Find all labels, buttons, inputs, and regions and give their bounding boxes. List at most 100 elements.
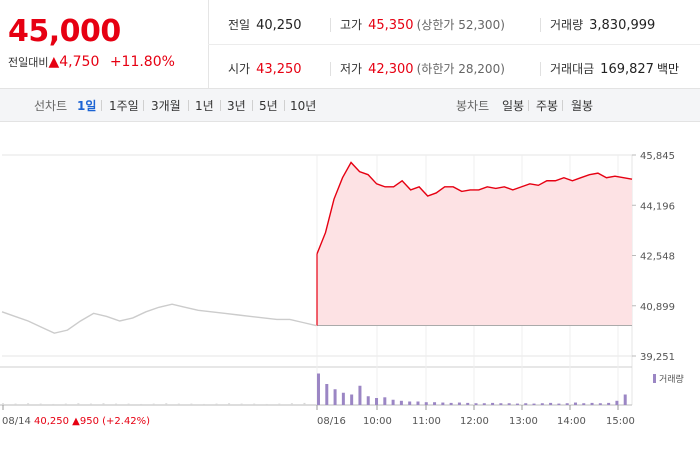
change-label: 전일대비 [8,56,49,69]
candle-daily[interactable]: 일봉 [502,99,525,113]
divider [540,18,541,32]
period-1d[interactable]: 1일 [77,99,97,113]
stat-unit: 백만 [656,62,680,76]
change-row: 전일대비▲4,750 +11.80% [8,54,175,70]
divider [188,100,189,111]
stat-value: 3,830,999 [589,18,656,33]
volume-bar [491,402,495,405]
stat-low: 저가 42,300 (하한가 28,200) [340,60,505,77]
upper-limit: (상한가 52,300) [416,18,505,32]
volume-bar [507,403,511,405]
stat-value: 45,350 [368,18,414,33]
volume-bar [89,403,92,405]
volume-bar [152,403,155,405]
divider [284,100,285,111]
volume-bar [127,403,130,405]
price-chart: 45,845 44,196 42,548 40,899 39,251 거래량 08/14… [0,151,684,427]
divider [330,62,331,76]
prev-day-info: 40,250 ▲950 (+2.42%) [34,416,150,427]
current-price: 45,000 [8,14,121,49]
volume-bar [102,403,105,405]
volume-bar [366,396,370,405]
volume-bar [515,403,519,405]
volume-bar [317,373,320,405]
y-axis-labels: 45,845 44,196 42,548 40,899 39,251 [632,151,675,363]
volume-bar [115,403,118,405]
price-summary: 45,000 전일대비▲4,750 +11.80% [0,0,209,88]
volume-bar [140,403,143,405]
divider [220,100,221,111]
up-arrow-icon: ▲ [48,54,60,70]
x-tick-label: 08/16 [317,416,346,427]
stat-label: 전일 [228,18,251,32]
stat-trade-amount: 거래대금 169,827 백만 [550,60,679,77]
divider [562,100,563,111]
today-area-fill [317,162,632,326]
volume-bar [290,403,293,405]
x-axis-labels: 08/14 08/16 10:00 11:00 12:00 13:00 14:00 15:00… [2,405,635,427]
volume-bar [240,403,243,405]
period-10y[interactable]: 10년 [290,99,317,113]
volume-legend-swatch [653,374,656,383]
volume-bar [14,403,17,405]
volume-bar [615,400,619,405]
x-tick-label: 15:00 [606,416,635,427]
volume-bar [341,392,345,405]
volume-bar [278,403,281,405]
y-tick-label: 45,845 [640,151,675,162]
today-price-line [316,161,633,255]
x-tick-label: 12:00 [460,416,489,427]
stat-label: 거래대금 [550,62,595,76]
prev-day-line [1,303,317,334]
volume-bar [350,394,354,405]
header-divider [208,44,700,45]
volume-bar [449,402,453,405]
x-tick-label: 14:00 [557,416,586,427]
period-3m[interactable]: 3개월 [151,99,181,113]
prev-day-price-line [1,303,317,334]
volume-bar [202,403,205,405]
volume-bar [375,398,379,405]
stat-prev-close: 전일 40,250 [228,16,302,33]
period-1w[interactable]: 1주일 [109,99,139,113]
period-5y[interactable]: 5년 [259,99,278,113]
volume-bar [557,403,561,405]
volume-bar [540,403,544,405]
stat-value: 40,250 [256,18,302,33]
volume-bar [27,403,30,405]
volume-bar [228,403,231,405]
volume-bar [466,402,470,405]
divider [252,100,253,111]
volume-bar [325,384,329,405]
volume-bars: 거래량 [2,373,684,405]
volume-bar [2,403,4,405]
stat-open: 시가 43,250 [228,60,302,77]
volume-bar [482,403,486,405]
candle-weekly[interactable]: 주봉 [536,99,559,113]
volume-bar [457,402,461,405]
volume-bar [64,403,67,405]
x-tick-label: 10:00 [363,416,392,427]
change-value: 4,750 [59,54,100,70]
today-area [316,161,633,327]
period-3y[interactable]: 3년 [227,99,246,113]
volume-bar [39,403,42,405]
divider [101,100,102,111]
stat-label: 시가 [228,62,251,76]
divider [540,62,541,76]
period-1y[interactable]: 1년 [195,99,214,113]
volume-bar [623,394,627,405]
y-tick-label: 39,251 [640,352,675,363]
volume-bar [215,403,218,405]
divider [528,100,529,111]
volume-bar [416,401,420,405]
y-tick-label: 40,899 [640,302,675,313]
stat-value: 169,827 [600,62,654,77]
volume-bar [433,402,437,405]
volume-bar [424,402,428,405]
volume-bar [333,389,337,405]
candle-monthly[interactable]: 월봉 [571,99,594,113]
volume-bar [474,403,478,405]
lower-limit: (하한가 28,200) [416,62,505,76]
y-tick-label: 42,548 [640,252,675,263]
